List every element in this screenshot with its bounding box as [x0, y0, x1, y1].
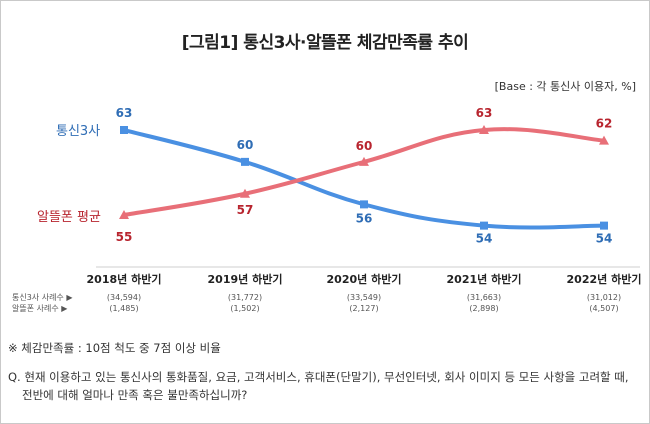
data-label: 57 [237, 203, 254, 217]
sample-size: (33,549) [347, 293, 381, 302]
survey-question: Q. 현재 이용하고 있는 통신사의 통화품질, 요금, 고객서비스, 휴대폰(… [8, 368, 644, 404]
sample-size: (1,485) [109, 304, 138, 313]
sample-size: (2,898) [469, 304, 498, 313]
data-label: 60 [356, 139, 373, 153]
base-note: [Base : 각 통신사 이용자, %] [494, 80, 636, 93]
data-point [480, 221, 488, 230]
question-line-2: 전반에 대해 얼마나 만족 혹은 불만족하십니까? [22, 388, 248, 402]
data-point [599, 135, 609, 145]
data-point [479, 125, 489, 134]
x-tick-label: 2020년 하반기 [327, 272, 402, 286]
x-tick-label: 2022년 하반기 [567, 272, 642, 286]
series-0: 63 60 56 54 54 통신3사 [56, 106, 612, 246]
sample-size: (4,507) [589, 304, 618, 313]
data-point [241, 157, 249, 166]
data-label: 56 [356, 211, 373, 225]
line-chart: 63 60 56 54 54 통신3사 55 57 60 63 62 알뜰폰 평균 2018년 하반기… [12, 106, 642, 313]
series-1: 55 57 60 63 62 알뜰폰 평균 [37, 106, 612, 244]
sample-row-label: 알뜰폰 사례수 ▶ [12, 303, 68, 313]
sample-row-label: 통신3사 사례수 ▶ [12, 292, 73, 302]
sample-size: (31,663) [467, 293, 501, 302]
data-point [240, 188, 250, 198]
series-group: 63 60 56 54 54 통신3사 55 57 60 63 62 알뜰폰 평균 [37, 106, 612, 246]
data-point [119, 210, 129, 219]
sample-size: (31,012) [587, 293, 621, 302]
sample-size: (2,127) [349, 304, 378, 313]
data-label: 63 [116, 106, 133, 120]
series-name-1: 알뜰폰 평균 [37, 210, 101, 225]
sample-size: (1,502) [230, 304, 259, 313]
data-label: 55 [116, 230, 133, 244]
sample-size-table: 통신3사 사례수 ▶ (34,594) (31,772) (33,549) (31,66… [12, 292, 621, 313]
data-label: 62 [596, 117, 613, 131]
data-label: 54 [596, 232, 613, 246]
x-tick-label: 2018년 하반기 [87, 272, 162, 286]
question-line-1: Q. 현재 이용하고 있는 통신사의 통화품질, 요금, 고객서비스, 휴대폰(… [8, 370, 629, 384]
data-point [600, 221, 608, 230]
chart-title: [그림1] 통신3사·알뜰폰 체감만족률 추이 [181, 33, 469, 53]
sample-size: (34,594) [107, 293, 141, 302]
data-point [360, 200, 368, 209]
data-point [359, 156, 369, 166]
x-tick-label: 2021년 하반기 [447, 272, 522, 286]
series-name-0: 통신3사 [56, 124, 100, 139]
sample-size: (31,772) [228, 293, 262, 302]
footnote: ※ 체감만족률 : 10점 척도 중 7점 이상 비율 [8, 341, 221, 355]
data-label: 54 [476, 232, 493, 246]
x-tick-label: 2019년 하반기 [208, 272, 283, 286]
data-point [120, 126, 128, 134]
data-label: 60 [237, 138, 254, 152]
category-labels: 2018년 하반기 2019년 하반기 2020년 하반기 2021년 하반기 2022… [87, 272, 642, 286]
data-label: 63 [476, 106, 493, 120]
